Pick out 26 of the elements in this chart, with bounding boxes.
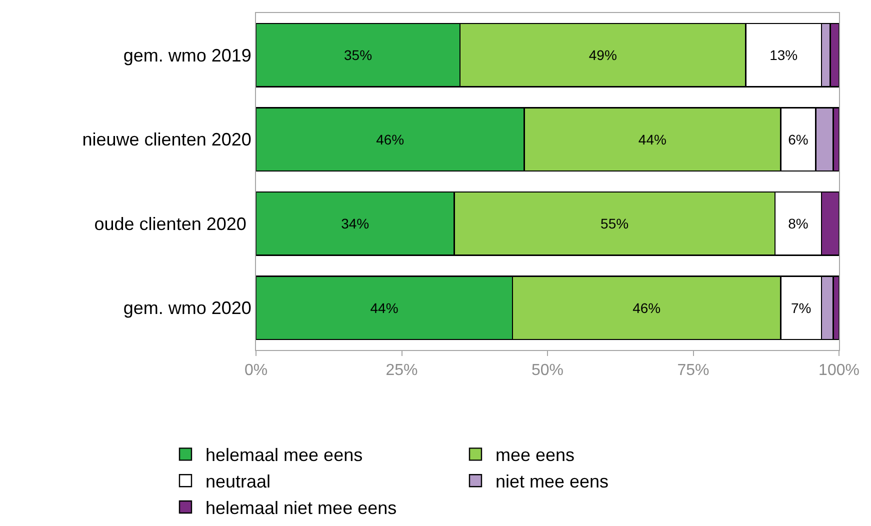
data-label: 35% — [344, 47, 372, 64]
data-label: 44% — [370, 300, 398, 316]
y-tick-label: gem. wmo 2020 — [123, 298, 252, 318]
legend-label: neutraal — [205, 472, 271, 492]
data-label: 13% — [770, 47, 798, 64]
x-tick-label: 50% — [531, 362, 564, 380]
data-label: 46% — [632, 300, 661, 316]
x-tick-label: 0% — [244, 362, 268, 380]
data-label: 7% — [790, 300, 812, 316]
legend-label: helemaal mee eens — [205, 445, 363, 466]
data-label: 46% — [376, 131, 404, 148]
y-tick-label: gem. wmo 2019 — [123, 45, 252, 66]
legend-label: helemaal niet mee eens — [205, 498, 397, 518]
data-label: 49% — [588, 47, 617, 64]
data-label: 44% — [638, 131, 666, 148]
x-tick-label: 100% — [818, 362, 860, 380]
y-tick-label: oude clienten 2020 — [94, 214, 252, 234]
legend-label: niet mee eens — [495, 472, 609, 492]
data-label: 55% — [600, 216, 629, 232]
data-label: 34% — [341, 216, 370, 232]
x-tick-label: 75% — [677, 362, 710, 380]
x-tick-label: 25% — [386, 362, 418, 380]
legend-label: mee eens — [495, 445, 575, 466]
y-tick-label: nieuwe clienten 2020 — [82, 130, 252, 150]
data-label: 8% — [788, 216, 808, 232]
data-label: 6% — [788, 131, 808, 148]
